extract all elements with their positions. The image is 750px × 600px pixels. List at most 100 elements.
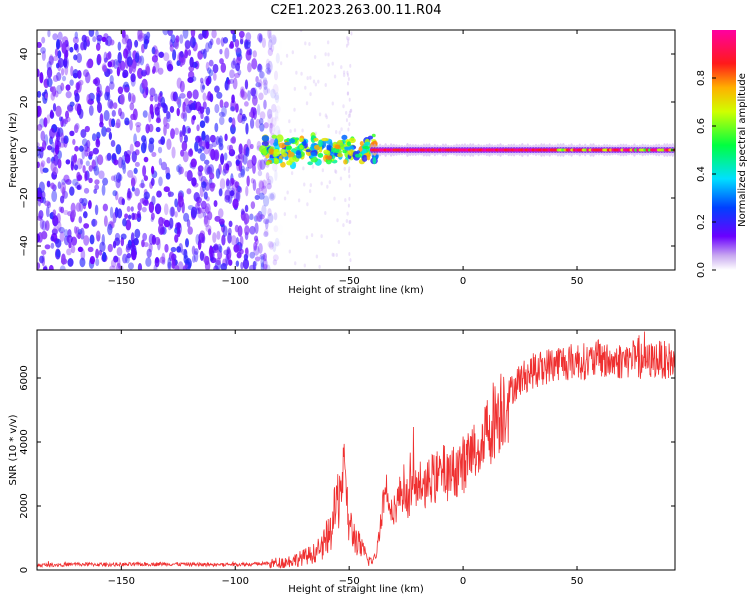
heatmap-cell xyxy=(256,104,261,116)
heatmap-cell xyxy=(54,48,59,57)
heatmap-cell xyxy=(348,183,351,188)
heatmap-cell xyxy=(191,177,197,187)
heatmap-cell xyxy=(40,160,46,167)
heatmap-cell xyxy=(350,31,353,36)
heatmap-cell xyxy=(40,130,46,142)
colorbar-ticks: 0.0 0.2 0.4 0.6 0.8 xyxy=(696,70,716,278)
heatmap-cell xyxy=(95,248,100,259)
heatmap-cell xyxy=(274,92,280,104)
heatmap-cell xyxy=(184,39,191,49)
heatmap-cell xyxy=(139,55,145,66)
heatmap-cell xyxy=(266,88,271,94)
y-tick-label: 2000 xyxy=(19,493,30,518)
heatmap-cell xyxy=(169,44,174,52)
heatmap-cell xyxy=(87,200,92,210)
heatmap-cell xyxy=(240,165,246,176)
heatmap-cell xyxy=(164,243,169,253)
heatmap-cell xyxy=(244,225,250,236)
heatmap-cell xyxy=(235,260,240,267)
heatmap-cell xyxy=(262,77,268,84)
heatmap-cell xyxy=(149,87,156,98)
heatmap-cell xyxy=(107,99,114,109)
heatmap-cell xyxy=(346,72,349,77)
heatmap-cell xyxy=(243,253,249,261)
heatmap-cell xyxy=(37,68,40,78)
heatmap-cell xyxy=(112,190,118,197)
heatmap-cell xyxy=(105,127,112,133)
colorbar-tick-label: 0.4 xyxy=(696,166,707,182)
heatmap-cell xyxy=(350,108,353,113)
heatmap-cell xyxy=(136,210,141,219)
heatmap-cell xyxy=(301,128,304,133)
heatmap-cell xyxy=(288,249,292,254)
heatmap-cell xyxy=(195,101,202,112)
heatmap-cell xyxy=(246,46,251,56)
heatmap-cell xyxy=(216,91,223,99)
heatmap-cell xyxy=(261,204,267,217)
heatmap-cell xyxy=(127,262,134,270)
heatmap-cell xyxy=(348,97,351,102)
heatmap-cell xyxy=(299,144,304,150)
heatmap-cell xyxy=(239,108,243,116)
heatmap-cell xyxy=(279,61,283,66)
heatmap-cell xyxy=(37,124,43,131)
x-tick-label: 50 xyxy=(571,276,584,287)
heatmap-cell xyxy=(200,200,207,210)
spectrogram-cells xyxy=(37,30,675,270)
heatmap-cell xyxy=(77,246,83,252)
heatmap-cell xyxy=(82,69,89,78)
heatmap-cell xyxy=(309,92,312,97)
heatmap-cell xyxy=(212,72,217,81)
heatmap-cell xyxy=(208,69,214,77)
heatmap-cell xyxy=(86,94,91,105)
heatmap-cell xyxy=(189,56,194,68)
heatmap-cell xyxy=(129,119,133,131)
heatmap-cell xyxy=(286,190,289,195)
heatmap-cell xyxy=(68,242,72,249)
heatmap-cell xyxy=(323,149,329,155)
heatmap-cell xyxy=(222,168,227,176)
heatmap-cell xyxy=(95,230,101,242)
heatmap-cell xyxy=(182,30,189,39)
heatmap-cell xyxy=(185,238,189,248)
heatmap-cell xyxy=(348,137,356,144)
heatmap-cell xyxy=(178,166,184,175)
heatmap-cell xyxy=(249,225,256,235)
heatmap-cell xyxy=(170,206,175,217)
heatmap-cell xyxy=(165,172,171,180)
heatmap-cell xyxy=(79,257,86,268)
heatmap-cell xyxy=(271,103,277,113)
heatmap-cell xyxy=(238,172,242,179)
heatmap-cell xyxy=(280,148,286,155)
heatmap-cell xyxy=(240,261,244,270)
heatmap-cell xyxy=(81,198,88,207)
heatmap-cell xyxy=(56,212,61,224)
heatmap-cell xyxy=(73,42,79,51)
y-tick-label: 40 xyxy=(19,48,30,61)
spectrogram-x-ticks: −150 −100 −50 0 50 xyxy=(108,30,584,287)
heatmap-cell xyxy=(285,53,289,58)
heatmap-cell xyxy=(106,152,112,161)
heatmap-cell xyxy=(255,82,262,88)
heatmap-cell xyxy=(77,184,83,191)
heatmap-cell xyxy=(204,164,211,176)
heatmap-cell xyxy=(166,111,171,123)
heatmap-cell xyxy=(346,91,349,96)
heatmap-cell xyxy=(39,218,45,230)
heatmap-cell xyxy=(235,103,239,113)
heatmap-cell xyxy=(205,203,211,215)
heatmap-cell xyxy=(273,158,280,165)
heatmap-cell xyxy=(45,206,50,218)
heatmap-cell xyxy=(104,57,109,63)
heatmap-cell xyxy=(78,79,84,86)
heatmap-cell xyxy=(326,40,330,45)
heatmap-cell xyxy=(151,234,157,245)
snr-panel: −150 −100 −50 0 50 0 2000 4000 6000 Height of s… xyxy=(8,329,676,595)
heatmap-cell xyxy=(205,141,210,150)
heatmap-cell xyxy=(108,81,115,90)
heatmap-cell xyxy=(121,30,126,39)
heatmap-cell xyxy=(145,123,150,134)
heatmap-cell xyxy=(280,161,286,168)
heatmap-cell xyxy=(266,69,271,75)
